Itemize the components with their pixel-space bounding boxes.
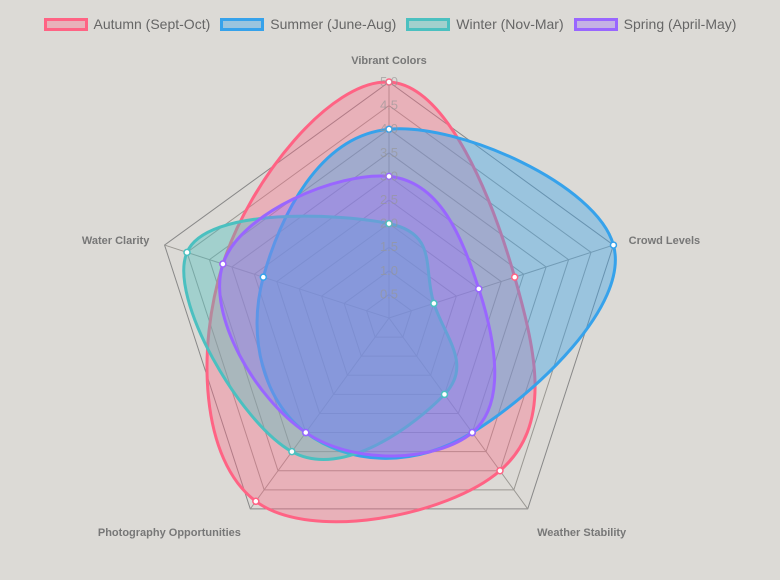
legend: Autumn (Sept-Oct) Summer (June-Aug) Wint… <box>0 16 780 32</box>
data-point-autumn[interactable] <box>496 466 504 475</box>
grid-spoke <box>388 244 614 319</box>
legend-swatch-spring <box>573 17 618 31</box>
radar-series <box>182 78 618 524</box>
legend-swatch-autumn <box>43 17 88 31</box>
tick-label: 2.0 <box>380 216 398 231</box>
grid-ring <box>231 152 547 453</box>
axis-label: Weather Stability <box>537 527 627 539</box>
data-point-winter[interactable] <box>440 390 449 399</box>
grid-ring <box>276 199 502 414</box>
data-point-summer[interactable] <box>609 241 618 249</box>
legend-item-autumn[interactable]: Autumn (Sept-Oct) <box>43 16 211 32</box>
axis-label: Vibrant Colors <box>351 55 427 67</box>
data-point-autumn[interactable] <box>252 497 260 506</box>
grid-spoke <box>249 317 390 510</box>
tick-label: 1.0 <box>380 263 398 278</box>
legend-label-spring: Spring (April-May) <box>623 16 737 32</box>
legend-label-autumn: Autumn (Sept-Oct) <box>93 16 211 32</box>
legend-swatch-summer <box>220 17 265 31</box>
data-point-winter[interactable] <box>288 447 296 456</box>
tick-label: 3.5 <box>380 145 398 160</box>
legend-swatch-winter <box>406 17 451 31</box>
legend-label-winter: Winter (Nov-Mar) <box>456 16 564 32</box>
series-area-autumn <box>205 80 537 524</box>
tick-label: 4.5 <box>380 98 398 113</box>
tick-label: 1.5 <box>380 239 398 254</box>
data-point-spring[interactable] <box>468 428 476 437</box>
radar-axis-labels: Vibrant Colors Crowd Levels Weather Stabil… <box>82 55 700 539</box>
data-point-autumn[interactable] <box>385 78 393 86</box>
data-point-spring[interactable] <box>385 172 393 181</box>
tick-label: 0.5 <box>380 286 398 301</box>
grid-ring <box>321 246 457 376</box>
axis-label: Crowd Levels <box>629 235 701 247</box>
grid-ring <box>343 270 435 357</box>
tick-label: 2.5 <box>380 192 398 207</box>
data-point-autumn[interactable] <box>510 273 519 281</box>
data-point-spring[interactable] <box>475 285 483 293</box>
grid-ring <box>163 81 615 510</box>
data-point-summer[interactable] <box>259 273 268 281</box>
grid-spoke <box>164 244 390 319</box>
grid-ring <box>365 293 413 338</box>
data-point-winter[interactable] <box>183 248 191 257</box>
data-point-winter[interactable] <box>430 299 438 308</box>
grid-ring <box>253 175 525 434</box>
legend-label-summer: Summer (June-Aug) <box>270 16 397 32</box>
data-point-spring[interactable] <box>302 428 310 437</box>
data-point-winter[interactable] <box>385 219 393 228</box>
radar-ticks: 0.5 1.0 1.5 2.0 2.5 3.0 3.5 4.0 4.5 5.0 <box>380 74 398 301</box>
data-point-spring[interactable] <box>219 260 227 268</box>
tick-label: 4.0 <box>380 121 398 136</box>
data-point-summer[interactable] <box>385 125 393 133</box>
legend-item-spring[interactable]: Spring (April-May) <box>573 16 737 32</box>
tick-label: 5.0 <box>380 74 398 89</box>
legend-item-summer[interactable]: Summer (June-Aug) <box>220 16 396 32</box>
grid-spoke <box>388 317 529 510</box>
axis-label: Water Clarity <box>82 235 150 247</box>
tick-label: 3.0 <box>380 168 398 183</box>
axis-label: Photography Opportunities <box>98 527 241 539</box>
grid-ring <box>298 222 480 395</box>
legend-item-winter[interactable]: Winter (Nov-Mar) <box>406 16 564 32</box>
series-area-spring <box>218 174 497 458</box>
